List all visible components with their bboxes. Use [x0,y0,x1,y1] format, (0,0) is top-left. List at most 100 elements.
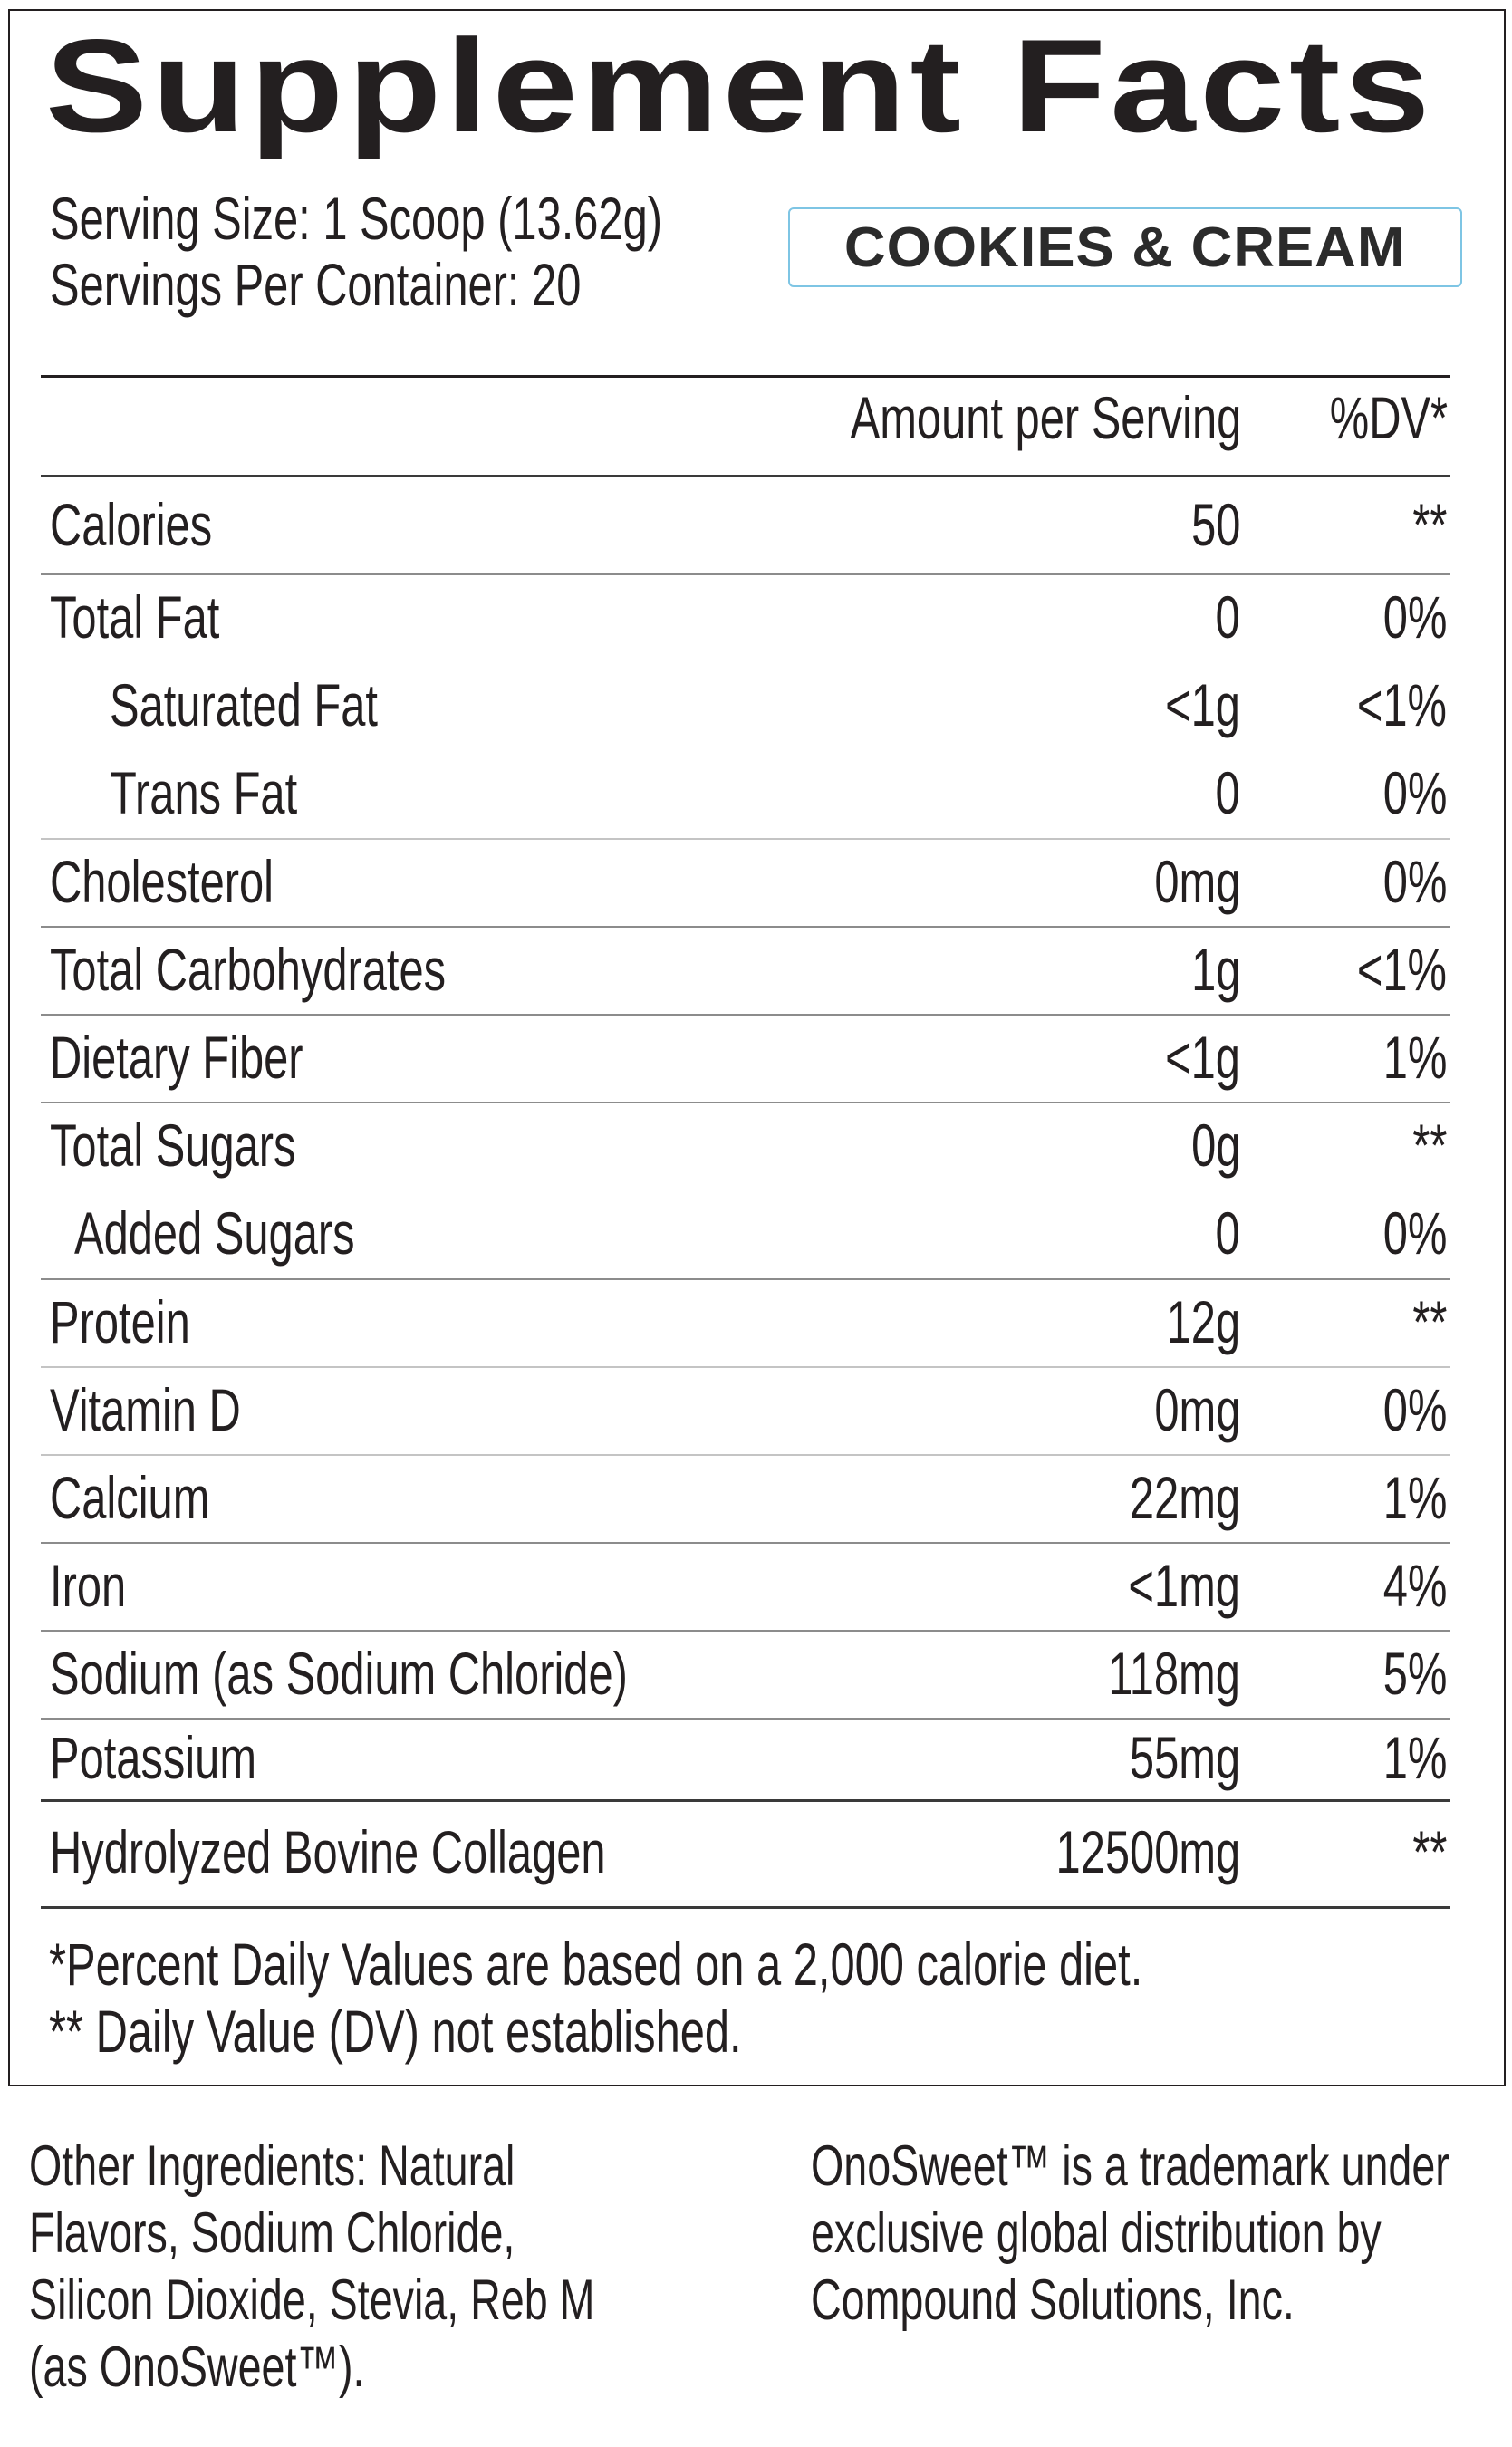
column-header-amount-text: Amount per Serving [850,384,1241,451]
nutrient-name-text: Calcium [50,1464,210,1531]
nutrient-amount: 0 [1207,1203,1240,1263]
nutrient-name: Sodium (as Sodium Chloride) [50,1643,831,1703]
nutrient-daily-value: ** [1401,495,1447,554]
nutrient-daily-value: 0% [1361,1380,1447,1440]
nutrient-daily-value-text: 0% [1382,1199,1447,1267]
nutrient-amount-text: 0 [1215,1199,1240,1267]
nutrient-amount: 12g [1141,1292,1240,1352]
nutrient-daily-value-text: 4% [1382,1552,1447,1619]
footnote-dv-not-established-text: ** Daily Value (DV) not established. [49,1998,742,2065]
row-divider [41,838,1450,840]
nutrient-daily-value-text: 1% [1382,1724,1447,1791]
panel-title-text: Supplement Facts [45,12,1434,159]
nutrient-name: Calcium [50,1468,265,1527]
footnote-dv-not-established: ** Daily Value (DV) not established. [49,2001,985,2061]
nutrient-name-text: Trans Fat [110,759,298,826]
nutrient-amount-text: 12g [1166,1288,1240,1355]
other-ingredients-text: (as OnoSweet™). [29,2336,365,2399]
nutrient-daily-value: 0% [1361,587,1447,647]
trademark-note-line: exclusive global distribution by [811,2205,1512,2262]
nutrient-name-text: Total Sugars [50,1112,296,1179]
nutrient-row: Added Sugars 0 0% [0,1190,1512,1279]
row-divider [41,1542,1450,1544]
nutrient-amount: 0 [1207,763,1240,823]
nutrient-daily-value-text: ** [1411,1288,1447,1355]
nutrient-daily-value-text: 0% [1382,759,1447,826]
nutrient-daily-value: <1% [1325,939,1447,999]
nutrient-daily-value: <1% [1325,675,1447,735]
nutrient-name-text: Hydrolyzed Bovine Collagen [50,1818,606,1885]
nutrient-name: Total Sugars [50,1115,382,1175]
nutrient-name-text: Cholesterol [50,848,274,915]
nutrient-row: Total Sugars 0g ** [0,1103,1512,1190]
nutrient-amount-text: 1g [1190,936,1240,1003]
nutrient-amount: 0g [1174,1115,1240,1175]
nutrient-daily-value: 1% [1361,1027,1447,1087]
nutrient-name-text: Vitamin D [50,1376,241,1443]
flavor-badge: COOKIES & CREAM [788,207,1462,287]
nutrient-daily-value: 0% [1361,763,1447,823]
row-divider [41,1014,1450,1016]
nutrient-name-text: Dietary Fiber [50,1024,303,1091]
nutrient-row: Iron <1mg 4% [0,1543,1512,1631]
nutrient-name: Protein [50,1292,239,1352]
nutrient-amount-text: 12500mg [1055,1818,1240,1885]
nutrient-amount: 118mg [1062,1643,1240,1703]
nutrient-daily-value: ** [1401,1115,1447,1175]
nutrient-amount-text: 0mg [1153,848,1240,915]
other-ingredients-text: Other Ingredients: Natural [29,2134,515,2198]
nutrient-daily-value-text: 0% [1382,848,1447,915]
row-divider [41,1454,1450,1456]
nutrient-amount: <1g [1139,1027,1240,1087]
nutrient-amount: 0mg [1124,1380,1240,1440]
column-header-amount: Amount per Serving [713,388,1241,448]
nutrient-daily-value: 1% [1361,1468,1447,1527]
rule-header-bottom [41,475,1450,477]
nutrient-daily-value: 0% [1361,1203,1447,1263]
other-ingredients-text: Silicon Dioxide, Stevia, Reb M [29,2269,595,2332]
nutrient-amount-text: 50 [1190,491,1240,558]
trademark-note-text: OnoSweet™ is a trademark under [811,2134,1449,2198]
nutrient-daily-value-text: 0% [1382,1376,1447,1443]
nutrient-name: Trans Fat [110,763,363,823]
nutrient-amount-text: 0mg [1153,1376,1240,1443]
nutrient-row: Vitamin D 0mg 0% [0,1367,1512,1455]
nutrient-row: Calories 50 ** [0,477,1512,574]
nutrient-name: Potassium [50,1728,329,1787]
nutrient-name-text: Sodium (as Sodium Chloride) [50,1640,628,1707]
nutrient-daily-value-text: 1% [1382,1464,1447,1531]
nutrient-row: Total Fat 0 0% [0,574,1512,662]
nutrient-name-text: Total Fat [50,583,220,650]
row-divider [41,573,1450,575]
nutrient-amount: 55mg [1091,1728,1240,1787]
row-divider [41,926,1450,928]
nutrient-daily-value: ** [1401,1822,1447,1882]
nutrient-daily-value-text: 0% [1382,583,1447,650]
nutrient-row: Saturated Fat <1g <1% [0,662,1512,750]
nutrient-name-text: Total Carbohydrates [50,936,447,1003]
nutrient-amount-text: 118mg [1108,1640,1240,1707]
nutrient-amount: <1mg [1089,1556,1240,1615]
nutrient-amount: 22mg [1091,1468,1240,1527]
column-header-dv-text: %DV* [1329,384,1448,451]
nutrient-name: Iron [50,1556,153,1615]
nutrient-daily-value: 4% [1361,1556,1447,1615]
row-divider [41,1718,1450,1720]
panel-title: Supplement Facts [45,20,1430,152]
nutrient-row: Potassium 55mg 1% [0,1719,1512,1800]
serving-size: Serving Size: 1 Scoop (13.62g) [50,188,878,248]
other-ingredients-line: (as OnoSweet™). [29,2339,483,2396]
nutrient-name: Dietary Fiber [50,1027,392,1087]
row-divider [41,1630,1450,1632]
nutrient-name: Hydrolyzed Bovine Collagen [50,1822,801,1882]
nutrient-name-text: Added Sugars [74,1199,355,1267]
other-ingredients-line: Silicon Dioxide, Stevia, Reb M [29,2272,794,2329]
nutrient-amount-text: 22mg [1129,1464,1240,1531]
nutrient-row: Dietary Fiber <1g 1% [0,1015,1512,1103]
nutrient-amount-text: 0 [1215,759,1240,826]
row-divider [41,1278,1450,1280]
row-divider [41,1799,1450,1802]
row-divider [41,1102,1450,1103]
other-ingredients-line: Flavors, Sodium Chloride, [29,2205,686,2262]
nutrient-amount-text: 55mg [1129,1724,1240,1791]
